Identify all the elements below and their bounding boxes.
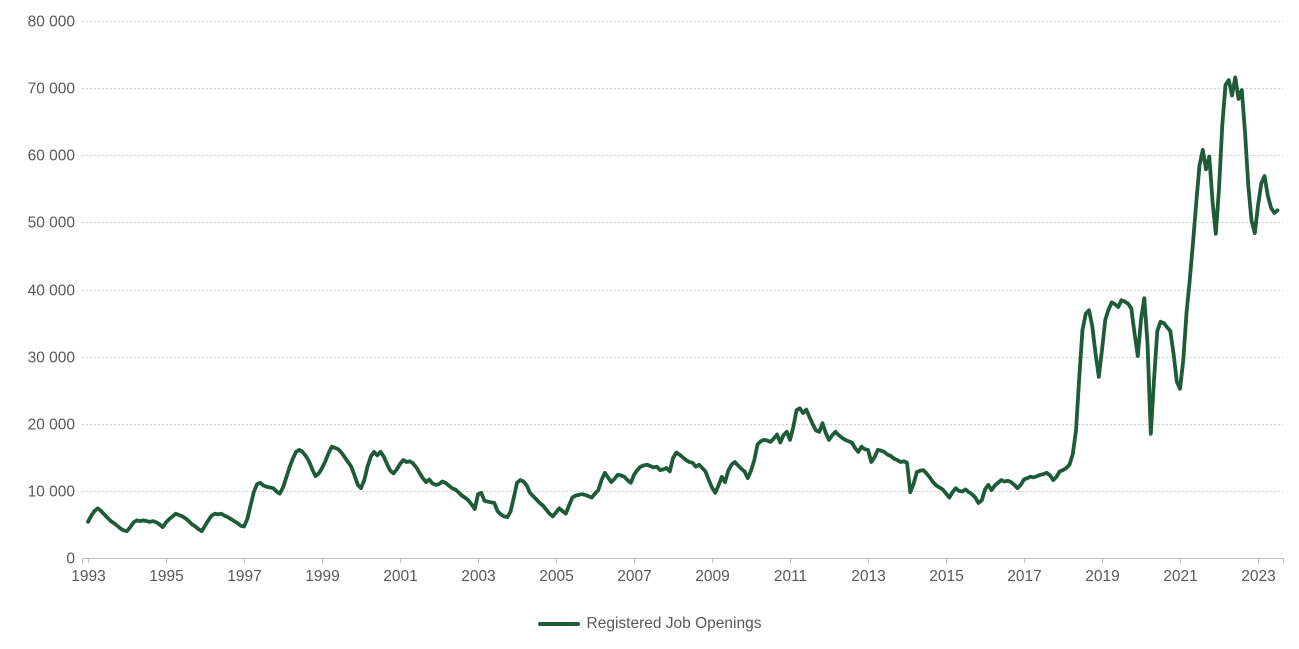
x-axis-tick-label: 2001 — [383, 568, 417, 585]
y-axis-tick-label: 40 000 — [28, 283, 76, 300]
legend-label: Registered Job Openings — [586, 615, 762, 633]
x-axis-tick-label: 2023 — [1241, 568, 1275, 585]
x-axis-tick-label: 1993 — [71, 568, 105, 585]
y-axis-tick-label: 0 — [66, 551, 75, 568]
y-axis-tick-label: 50 000 — [28, 215, 76, 232]
x-axis-tick-label: 2005 — [539, 568, 573, 585]
legend-line-swatch — [537, 622, 580, 626]
x-axis-tick-label: 2021 — [1163, 568, 1197, 585]
legend: Registered Job Openings — [0, 611, 1299, 637]
x-axis-tick-label: 2011 — [774, 568, 807, 585]
y-axis-tick-label: 20 000 — [28, 417, 76, 434]
data-line-registered-job-openings — [86, 75, 1280, 533]
x-axis-tick-label: 2013 — [851, 568, 885, 585]
x-axis-tick-label: 2019 — [1085, 568, 1119, 585]
y-axis-tick-label: 30 000 — [28, 350, 76, 367]
x-axis-tick-label: 1999 — [305, 568, 339, 585]
y-axis-tick-label: 80 000 — [28, 14, 76, 31]
x-axis-tick-label: 2009 — [695, 568, 729, 585]
x-axis-tick-label: 2007 — [617, 568, 651, 585]
x-axis-tick-label: 2003 — [461, 568, 495, 585]
x-axis-tick-label: 1995 — [149, 568, 183, 585]
x-axis-tick-label: 2015 — [929, 568, 963, 585]
y-axis-tick-label: 70 000 — [28, 81, 76, 98]
x-axis-tick-label: 1997 — [227, 568, 261, 585]
plot-area: 0 10 000 20 000 30 000 40 000 50 000 60 000 70 … — [28, 14, 1284, 585]
y-axis-tick-label: 60 000 — [28, 148, 76, 165]
y-axis-tick-label: 10 000 — [28, 484, 76, 501]
x-axis-tick-label: 2017 — [1007, 568, 1041, 585]
